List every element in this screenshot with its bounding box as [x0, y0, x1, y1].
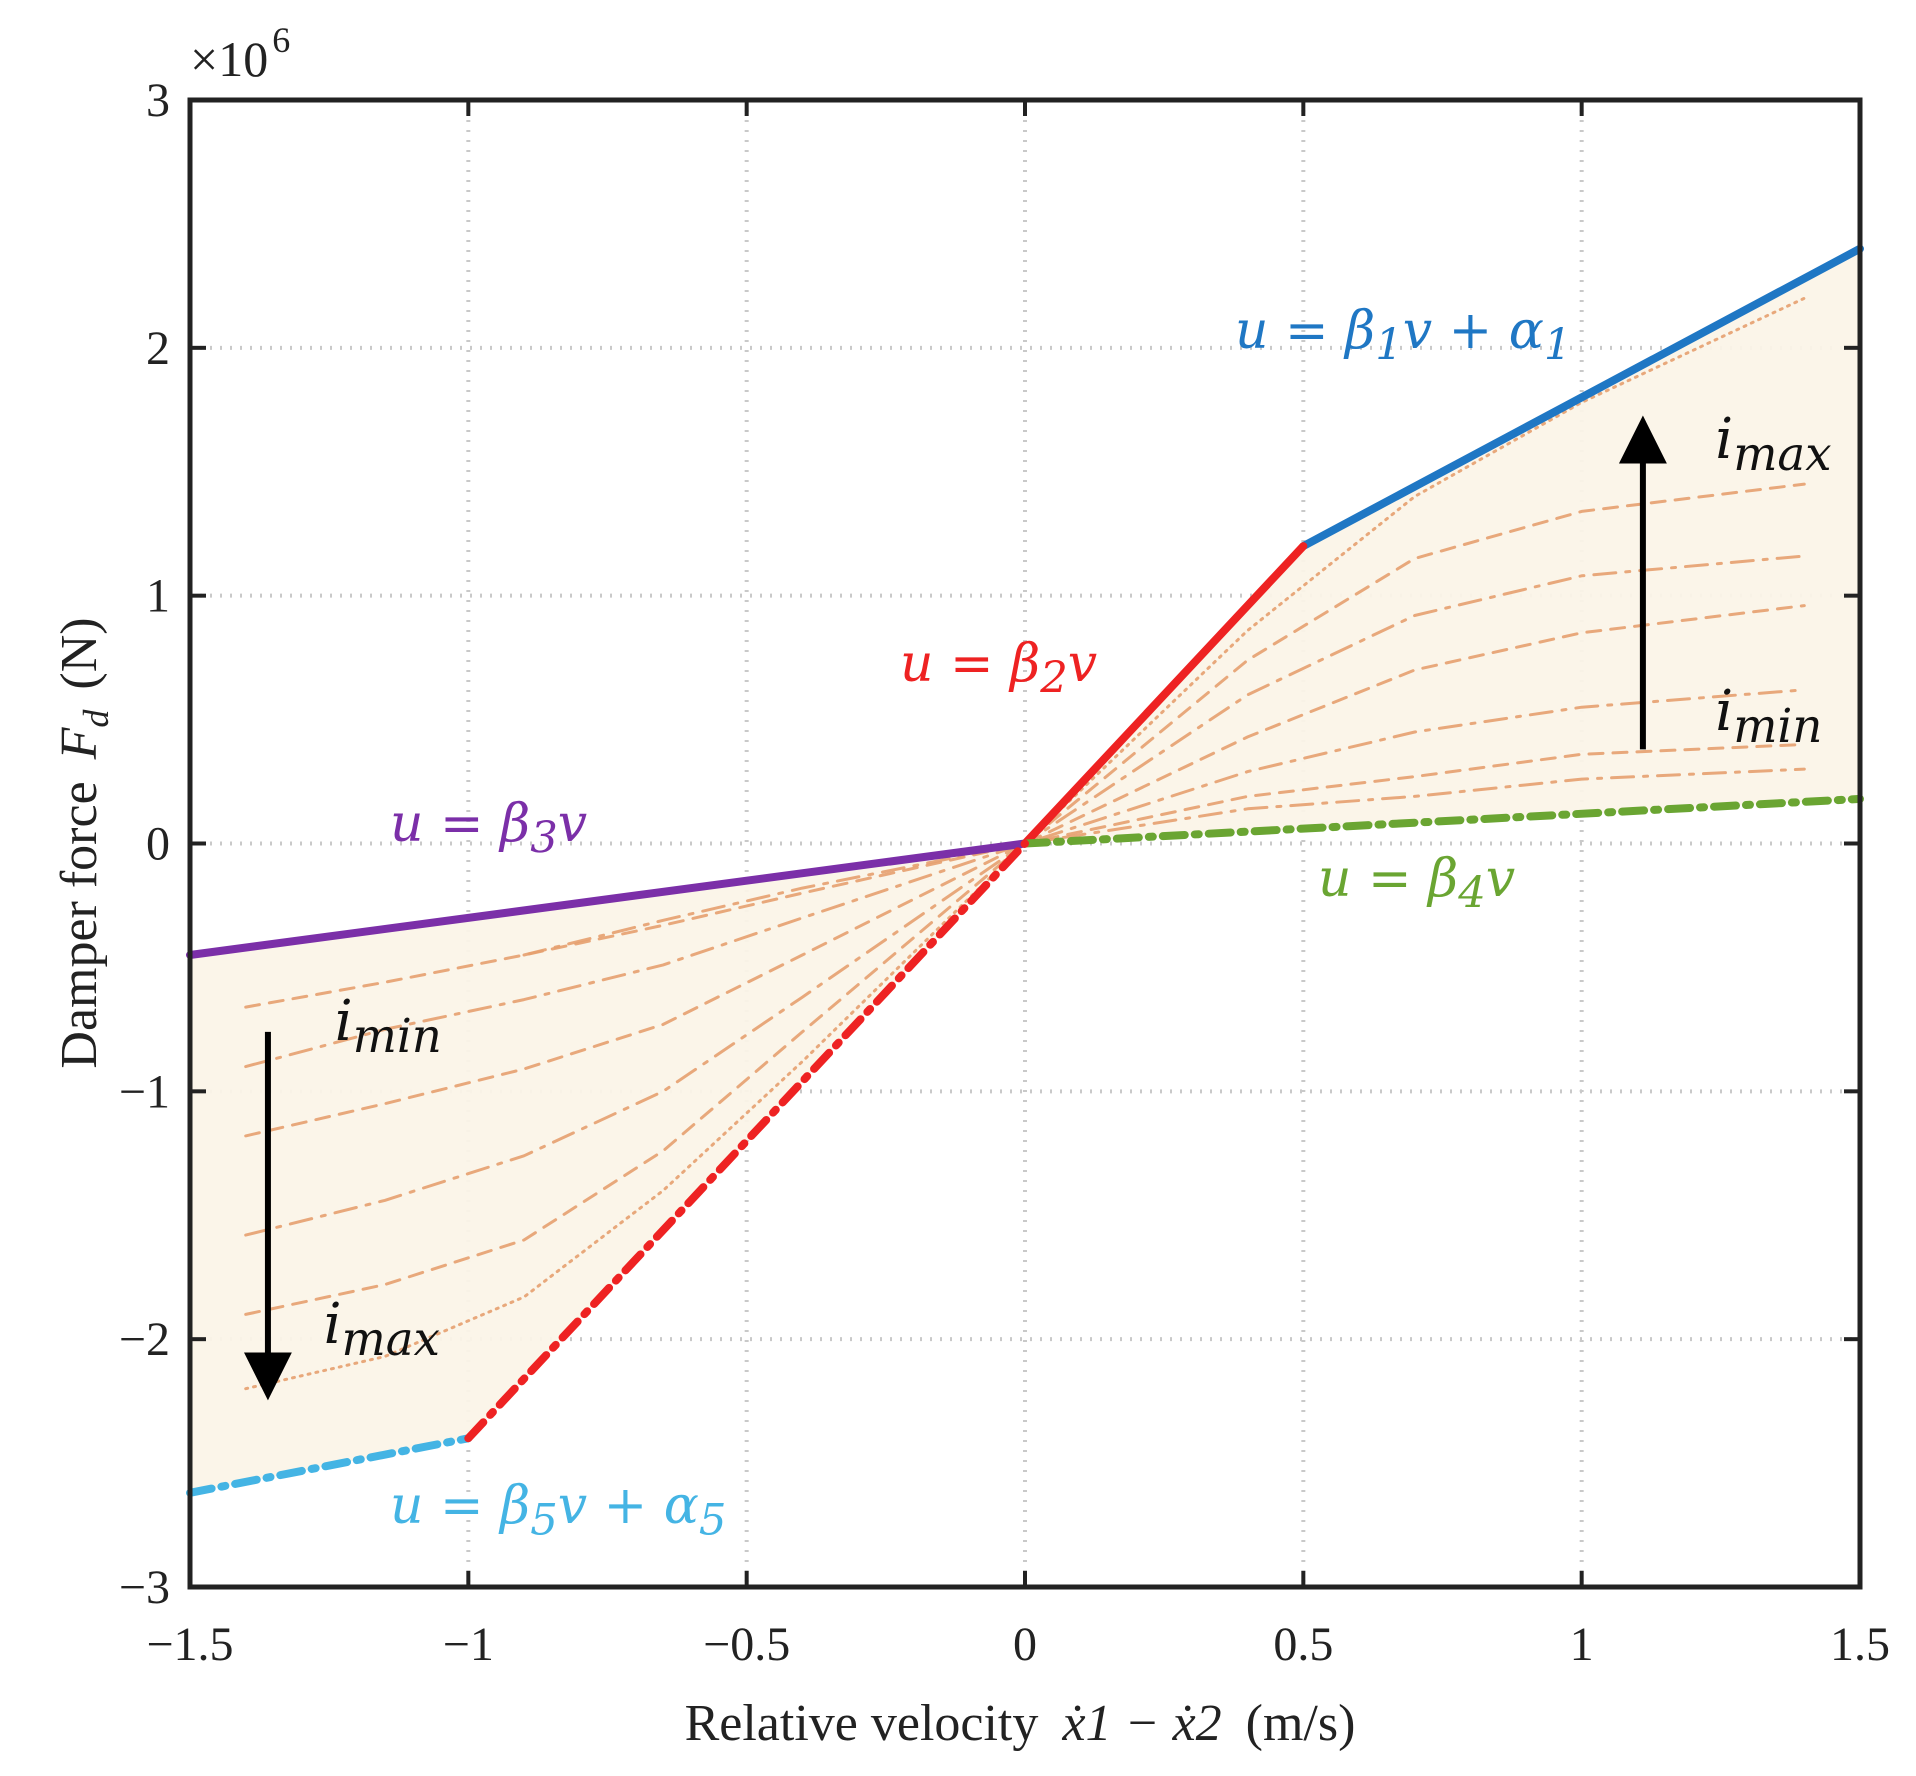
- y-tick-label: 3: [146, 74, 170, 127]
- bottom-imin-container: imin: [334, 994, 442, 1065]
- series-label-2-container: u = β2v: [900, 638, 1098, 704]
- y-tick-label: −3: [119, 1561, 170, 1614]
- series-label-1-container: u = β1v + α1: [1235, 305, 1572, 371]
- x-axis-label-units: (m/s): [1246, 1695, 1356, 1752]
- x-tick-label: −1.5: [146, 1618, 233, 1671]
- series-label-5-container: u = β5v + α5: [390, 1480, 727, 1546]
- x-tick-label: −1: [443, 1618, 494, 1671]
- series-group: [186, 244, 1864, 1497]
- y-multiplier: ×10 6: [190, 20, 290, 87]
- series-label-5: u = β5v + α5: [390, 1480, 727, 1546]
- y-axis-label-prefix: Damper force: [51, 781, 108, 1068]
- series-line-6: [464, 839, 1029, 1443]
- top-imin-container: imin: [1715, 684, 1823, 755]
- bottom-imax-label: imax: [323, 1296, 440, 1367]
- bottom-imax-container: imax: [323, 1296, 440, 1367]
- intermediate-curve-6: [244, 742, 1806, 1009]
- x-tick-label: 0: [1013, 1618, 1037, 1671]
- lower-envelope-fill: [190, 843, 1025, 1493]
- intermediate-curve-7: [522, 767, 1806, 957]
- series-label-1: u = β1v + α1: [1235, 305, 1572, 371]
- x-axis-label: Relative velocity ẋ1 − ẋ2 (m/s): [685, 1695, 1356, 1752]
- series-label-3-container: u = β3v: [390, 798, 588, 864]
- top-imax-label: imax: [1715, 411, 1832, 482]
- y-axis-label-subscript: d: [76, 709, 116, 728]
- x-axis-label-expression: ẋ1 − ẋ2: [1061, 1695, 1221, 1752]
- series-label-4-container: u = β4v: [1318, 853, 1516, 919]
- y-tick-label: 0: [146, 818, 170, 871]
- intermediate-curves: [244, 296, 1806, 1391]
- intermediate-curve-5: [244, 688, 1806, 1069]
- series-label-4: u = β4v: [1318, 853, 1516, 919]
- series-line-1: [1299, 244, 1864, 551]
- y-multiplier-exponent: 6: [272, 20, 290, 60]
- upper-envelope-fill: [1025, 248, 1860, 844]
- x-tick-label: −0.5: [703, 1618, 790, 1671]
- series-line-3: [186, 839, 1029, 959]
- x-tick-label: 1.5: [1830, 1618, 1890, 1671]
- y-axis-label-units: (N): [51, 617, 108, 689]
- y-multiplier-base: ×10: [190, 31, 268, 87]
- y-axis-label-symbol: F: [51, 726, 108, 760]
- y-tick-label: −2: [119, 1313, 170, 1366]
- intermediate-curve-1: [244, 296, 1806, 1391]
- intermediate-curve-3: [244, 554, 1806, 1237]
- y-tick-label: 2: [146, 322, 170, 375]
- y-tick-label: 1: [146, 570, 170, 623]
- top-imin-label: imin: [1715, 684, 1823, 755]
- series-label-2: u = β2v: [900, 638, 1098, 704]
- series-label-3: u = β3v: [390, 798, 588, 864]
- y-axis-label: Damper force Fd (N): [51, 617, 116, 1068]
- y-tick-label: −1: [119, 1065, 170, 1118]
- x-tick-label: 1: [1570, 1618, 1594, 1671]
- bottom-imin-label: imin: [334, 994, 442, 1065]
- series-line-2: [1021, 542, 1308, 848]
- plot-area: [186, 100, 1864, 1587]
- top-imax-container: imax: [1715, 411, 1832, 482]
- x-tick-label: 0.5: [1273, 1618, 1333, 1671]
- series-line-5: [186, 1434, 473, 1497]
- x-axis-label-prefix: Relative velocity: [685, 1695, 1039, 1752]
- series-line-4: [1021, 794, 1864, 848]
- intermediate-curve-2: [244, 482, 1806, 1316]
- intermediate-curve-4: [244, 604, 1806, 1138]
